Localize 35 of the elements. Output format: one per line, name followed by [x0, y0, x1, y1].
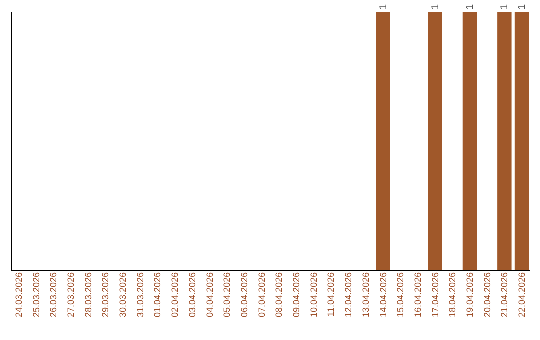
x-tick-label: 30.03.2026 — [118, 272, 128, 318]
x-tick-label: 21.04.2026 — [500, 272, 510, 318]
x-tick-label: 17.04.2026 — [430, 272, 440, 318]
x-tick-label: 26.03.2026 — [48, 272, 59, 318]
x-tick-label: 08.04.2026 — [274, 272, 284, 318]
x-tick-label: 06.04.2026 — [239, 272, 250, 318]
x-tick-label: 14.04.2026 — [378, 272, 388, 318]
data-label: 1 — [500, 4, 511, 10]
x-tick-label: 01.04.2026 — [152, 272, 163, 318]
x-tick-label: 10.04.2026 — [308, 272, 319, 318]
x-tick-label: 03.04.2026 — [187, 272, 198, 318]
x-tick-label: 22.04.2026 — [517, 272, 528, 318]
x-tick-label: 02.04.2026 — [170, 272, 180, 318]
x-tick-label: 07.04.2026 — [256, 272, 267, 318]
data-label: 1 — [464, 4, 476, 10]
x-tick-label: 12.04.2026 — [344, 272, 354, 318]
data-label: 1 — [430, 4, 442, 10]
x-tick-label: 15.04.2026 — [396, 272, 406, 318]
x-tick-label: 31.03.2026 — [135, 272, 146, 318]
x-tick-label: 20.04.2026 — [482, 272, 492, 318]
x-tick-label: 16.04.2026 — [412, 272, 423, 318]
x-tick-label: 27.03.2026 — [66, 272, 76, 318]
x-tick-label: 24.03.2026 — [14, 272, 24, 318]
data-label: 1 — [378, 4, 390, 10]
x-tick-label: 29.03.2026 — [100, 272, 111, 318]
x-tick-label: 19.04.2026 — [464, 272, 475, 318]
x-tick-label: 28.03.2026 — [83, 272, 94, 318]
x-tick-label: 04.04.2026 — [204, 272, 215, 318]
x-tick-label: 25.03.2026 — [31, 272, 42, 318]
data-label: 1 — [517, 4, 528, 10]
x-tick-label: 05.04.2026 — [222, 272, 232, 318]
x-tick-label: 18.04.2026 — [448, 272, 458, 318]
x-tick-label: 13.04.2026 — [360, 272, 371, 318]
x-tick-label: 09.04.2026 — [292, 272, 302, 318]
x-tick-label: 11.04.2026 — [326, 272, 336, 317]
